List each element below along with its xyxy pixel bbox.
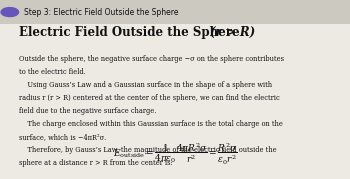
Text: Step 3: Electric Field Outside the Sphere: Step 3: Electric Field Outside the Spher… (24, 8, 178, 17)
Text: $E_\mathrm{outside} = \dfrac{1}{4\pi\varepsilon_0}\dfrac{4\pi R^2\sigma}{r^2} = : $E_\mathrm{outside} = \dfrac{1}{4\pi\var… (113, 142, 237, 167)
Circle shape (1, 8, 19, 17)
Text: Electric Field Outside the Sphere: Electric Field Outside the Sphere (19, 26, 244, 39)
Text: radius r (r > R) centered at the center of the sphere, we can find the electric: radius r (r > R) centered at the center … (19, 94, 280, 102)
Text: surface, which is −4πR²σ.: surface, which is −4πR²σ. (19, 133, 106, 141)
Text: Therefore, by Gauss’s Law, the magnitude of the electric field outside the: Therefore, by Gauss’s Law, the magnitude… (19, 146, 277, 154)
Text: Outside the sphere, the negative surface charge −σ on the sphere contributes: Outside the sphere, the negative surface… (19, 55, 284, 64)
FancyBboxPatch shape (0, 0, 350, 24)
Text: sphere at a distance r > R from the center is:: sphere at a distance r > R from the cent… (19, 159, 173, 167)
Text: field due to the negative surface charge.: field due to the negative surface charge… (19, 107, 157, 115)
Text: Using Gauss’s Law and a Gaussian surface in the shape of a sphere with: Using Gauss’s Law and a Gaussian surface… (19, 81, 272, 89)
Text: to the electric field.: to the electric field. (19, 68, 86, 76)
Text: The charge enclosed within this Gaussian surface is the total charge on the: The charge enclosed within this Gaussian… (19, 120, 283, 128)
Text: (r > R): (r > R) (210, 26, 255, 39)
FancyBboxPatch shape (0, 24, 350, 179)
